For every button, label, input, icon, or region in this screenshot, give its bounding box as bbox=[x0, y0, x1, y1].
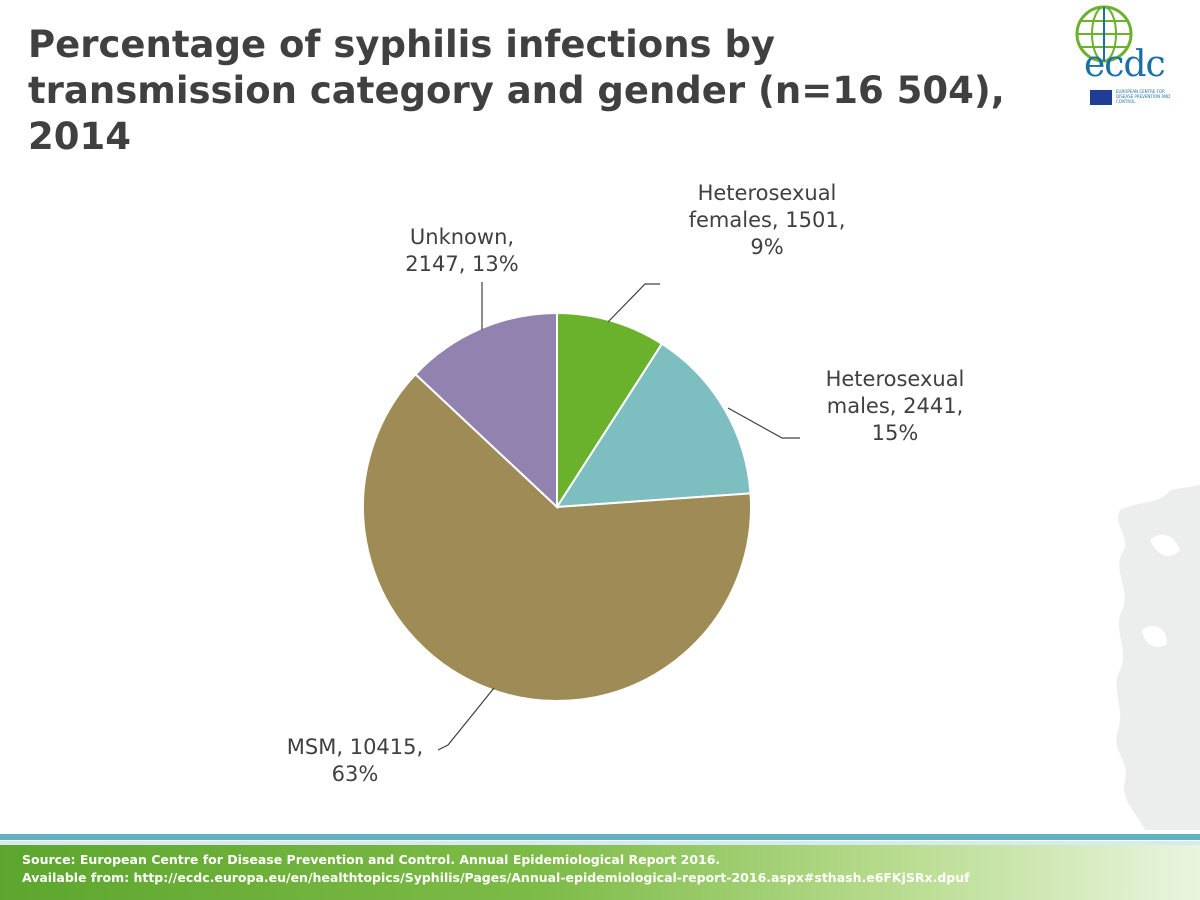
leader-line bbox=[437, 687, 495, 751]
data-label-heterosexual-females: Heterosexual females, 1501, 9% bbox=[689, 181, 846, 259]
ecdc-logo-subtitle: EUROPEAN CENTRE FOR DISEASE PREVENTION A… bbox=[1116, 89, 1171, 104]
footer-accent-line-light bbox=[0, 841, 1200, 845]
ecdc-logo bbox=[1075, 5, 1133, 63]
leader-line bbox=[727, 407, 800, 439]
footer-accent-line bbox=[0, 834, 1200, 840]
data-label-msm: MSM, 10415, 63% bbox=[287, 735, 423, 786]
pie-chart: Heterosexual females, 1501, 9% Heterosexual… bbox=[287, 181, 965, 786]
source-citation: Source: European Centre for Disease Prev… bbox=[22, 851, 1192, 887]
slide-title: Percentage of syphilis infections by tra… bbox=[28, 23, 1005, 158]
data-label-unknown: Unknown, 2147, 13% bbox=[405, 225, 518, 276]
data-label-heterosexual-males: Heterosexual males, 2441, 15% bbox=[826, 367, 965, 445]
ecdc-logo-text: ecdc bbox=[1084, 44, 1166, 85]
pie-slice-unknown bbox=[414, 311, 558, 510]
pie-slice-heterosexual-males bbox=[555, 342, 752, 509]
source-line-2: Available from: http://ecdc.europa.eu/en… bbox=[22, 870, 970, 885]
leader-line bbox=[607, 283, 660, 323]
eu-flag-icon bbox=[1090, 90, 1112, 105]
source-line-1: Source: European Centre for Disease Prev… bbox=[22, 852, 721, 867]
footer-band bbox=[0, 845, 1200, 900]
pie-slice-heterosexual-females bbox=[556, 311, 664, 511]
map-background bbox=[1116, 485, 1200, 830]
